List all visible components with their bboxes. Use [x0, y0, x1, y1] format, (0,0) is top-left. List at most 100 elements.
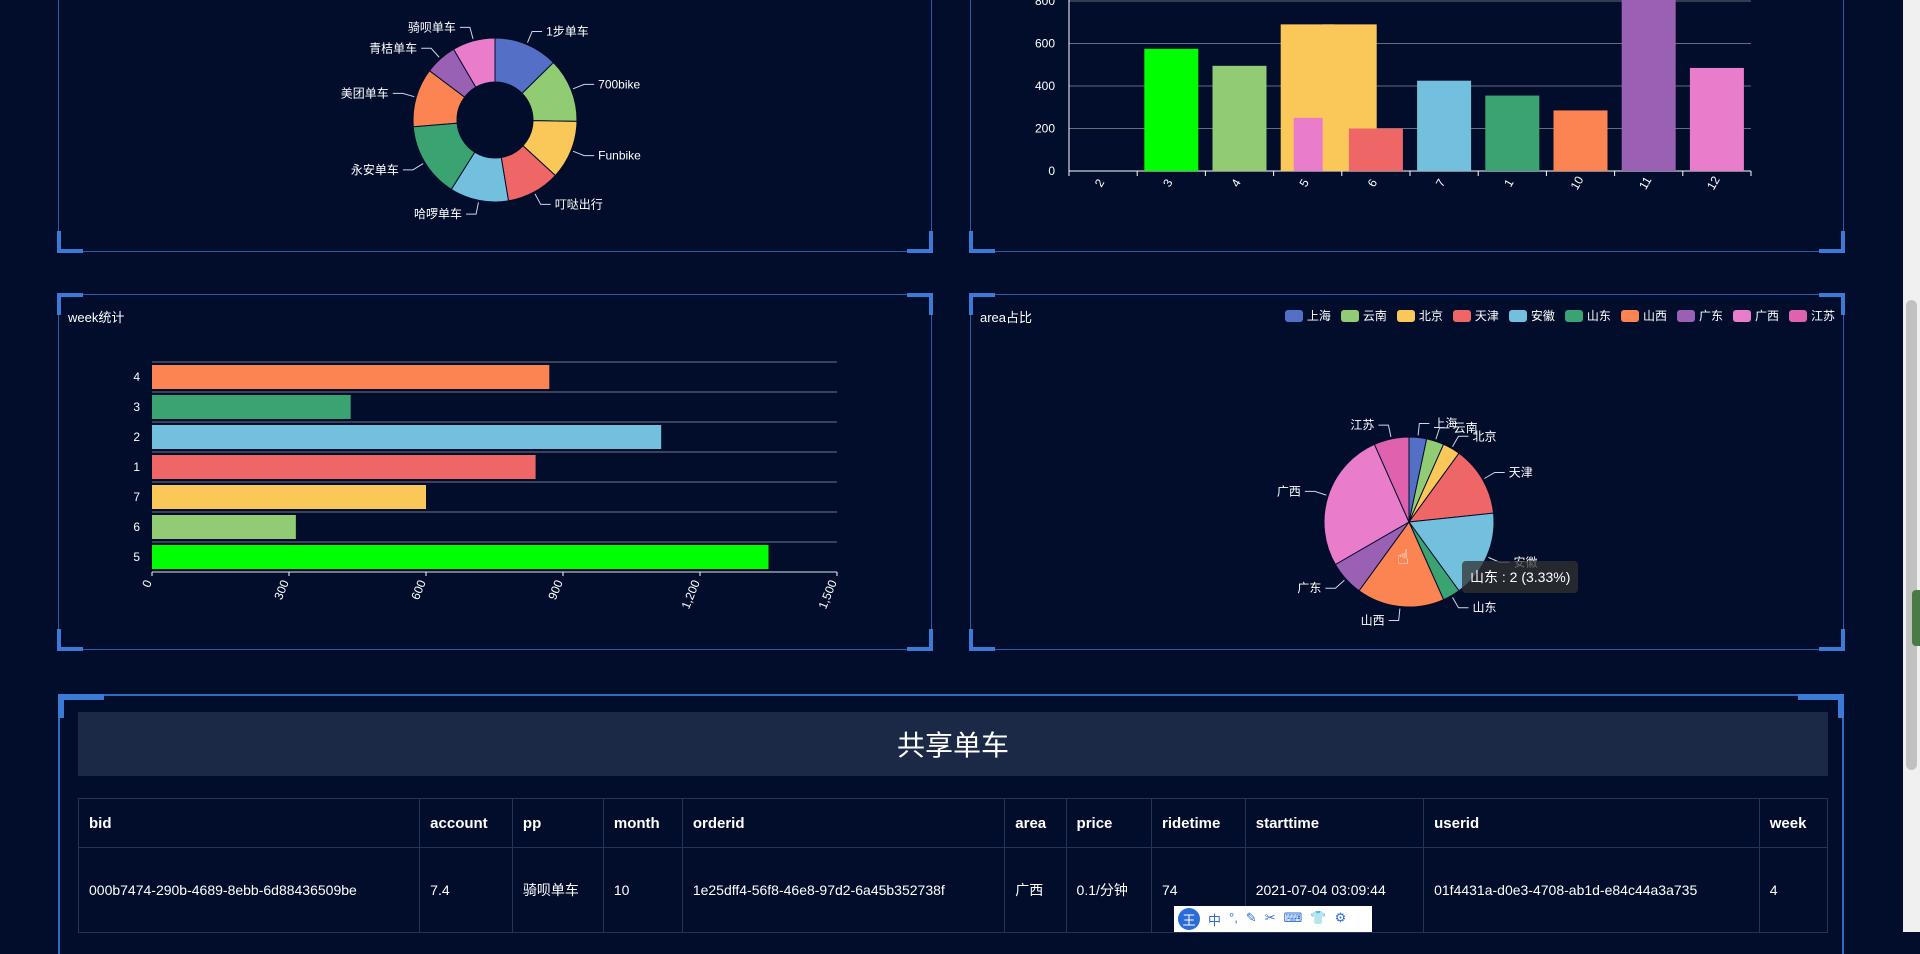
week-bar: [152, 365, 550, 389]
area-label: 山东: [1473, 601, 1497, 615]
bike-table: bid account pp month orderid area price ridetim…: [77, 798, 1829, 933]
area-panel-title: area占比: [980, 310, 1033, 325]
bike-table-panel: 共享单车 bid account pp month orderid area price ri…: [58, 694, 1844, 954]
column-header[interactable]: price: [1065, 798, 1153, 848]
ime-tool-icon[interactable]: ⚙: [1334, 909, 1347, 925]
legend-swatch: [1564, 309, 1583, 322]
month-ytick-label: 800: [1035, 0, 1055, 8]
column-header[interactable]: account: [419, 798, 513, 848]
month-bar: [1485, 95, 1540, 171]
brand-slice: [452, 37, 496, 88]
scrollbar-thumb[interactable]: [1906, 300, 1917, 770]
chart-tooltip: 山东 : 2 (3.33%): [1462, 561, 1579, 593]
week-ytick-label: 3: [133, 400, 140, 414]
legend-item[interactable]: 山西: [1620, 307, 1667, 324]
legend-label: 山西: [1642, 309, 1667, 323]
week-bar: [152, 455, 536, 479]
month-xtick-label: 10: [1568, 173, 1587, 192]
ime-tool-icon[interactable]: 👕: [1310, 909, 1327, 925]
legend-item[interactable]: 安徽: [1508, 307, 1555, 324]
column-header[interactable]: bid: [77, 798, 421, 848]
brand-pie-panel: 1步单车 700bike Funbike 叮哒出行 哈啰单车 永安单车 美团单车 青桔单车 骑呗…: [57, 0, 933, 253]
brand-label-line: [402, 163, 424, 171]
area-label: 广西: [1277, 484, 1301, 498]
legend-item[interactable]: 广西: [1732, 307, 1779, 324]
column-header[interactable]: orderid: [681, 798, 1006, 848]
column-header[interactable]: userid: [1423, 798, 1760, 848]
week-panel: week统计 4 3 2 1 7 6 5 0 300 600 900 1,200 1,500: [57, 293, 933, 651]
month-xtick-label: 12: [1704, 173, 1723, 192]
month-xtick-label: 7: [1433, 176, 1449, 189]
week-bar: [152, 485, 426, 509]
month-xtick-label: 3: [1160, 176, 1176, 189]
ime-logo-icon[interactable]: 王: [1178, 908, 1200, 930]
brand-label: 美团单车: [341, 85, 389, 100]
month-bar: [1348, 128, 1403, 171]
table-header-row: bid account pp month orderid area price ridetim…: [77, 798, 1829, 848]
legend-swatch: [1284, 309, 1303, 322]
legend-item[interactable]: 北京: [1396, 307, 1443, 324]
column-header[interactable]: starttime: [1244, 798, 1425, 848]
area-label-line: [1304, 490, 1327, 496]
column-header[interactable]: pp: [511, 798, 604, 848]
brand-label: 1步单车: [546, 23, 589, 38]
area-legend[interactable]: 上海 云南 北京 天津 安徽 山东 山西 广东 广西 江苏: [1284, 307, 1835, 324]
week-ytick-label: 7: [133, 490, 140, 504]
legend-swatch: [1788, 309, 1807, 322]
ime-tool-icon[interactable]: ⌨: [1283, 909, 1303, 925]
week-ytick-label: 1: [133, 460, 140, 474]
ime-toolbar[interactable]: 王 中 °, ✎ ✂ ⌨ 👕 ⚙: [1174, 906, 1372, 932]
area-label-line: [1435, 427, 1450, 440]
week-bar: [152, 395, 351, 419]
ime-tool-icon[interactable]: ✎: [1245, 909, 1257, 925]
week-bar: [152, 515, 296, 539]
ime-items[interactable]: 中 °, ✎ ✂ ⌨ 👕 ⚙: [1208, 910, 1346, 929]
legend-item[interactable]: 天津: [1452, 307, 1499, 324]
legend-label: 江苏: [1810, 309, 1835, 323]
legend-item[interactable]: 山东: [1564, 307, 1611, 324]
table-title: 共享单车: [78, 712, 1828, 776]
legend-item[interactable]: 云南: [1340, 307, 1387, 324]
table-cell: 广西: [1004, 847, 1067, 933]
area-slice: [1407, 452, 1495, 523]
legend-swatch: [1396, 309, 1415, 322]
month-ytick-label: 0: [1048, 164, 1055, 178]
month-bar: [1621, 0, 1676, 171]
brand-label: 青桔单车: [369, 40, 417, 55]
brand-label: 哈啰单车: [414, 206, 462, 221]
table-cell: 0.1/分钟: [1065, 847, 1153, 933]
table-row[interactable]: 000b7474-290b-4689-8ebb-6d88436509be 7.4 骑…: [77, 847, 1829, 933]
legend-label: 云南: [1362, 309, 1387, 323]
legend-swatch: [1676, 309, 1695, 322]
area-label-line: [1378, 424, 1392, 438]
side-tab[interactable]: [1912, 590, 1920, 646]
ime-tool-icon[interactable]: ✂: [1264, 909, 1276, 925]
area-label-line: [1484, 472, 1505, 479]
legend-swatch: [1340, 309, 1359, 322]
column-header[interactable]: ridetime: [1151, 798, 1246, 848]
ime-tool-icon[interactable]: 中: [1208, 912, 1222, 928]
column-header[interactable]: area: [1004, 798, 1067, 848]
area-label: 上海: [1433, 416, 1457, 431]
table-cell: 10: [602, 847, 683, 933]
column-header[interactable]: month: [602, 798, 683, 848]
brand-label-line: [572, 150, 595, 157]
area-label-line: [1388, 608, 1401, 621]
column-header[interactable]: week: [1758, 798, 1829, 848]
legend-swatch: [1732, 309, 1751, 322]
week-xtick-label: 300: [271, 578, 292, 602]
area-label-line: [1452, 597, 1469, 609]
week-ytick-label: 4: [133, 370, 140, 384]
area-label-line: [1417, 423, 1430, 436]
table-cell: 1e25dff4-56f8-46e8-97d2-6a45b352738f: [681, 847, 1006, 933]
month-xtick-label: 5: [1297, 176, 1313, 189]
legend-item[interactable]: 广东: [1676, 307, 1723, 324]
page-scrollbar[interactable]: [1903, 0, 1920, 932]
legend-item[interactable]: 上海: [1284, 307, 1331, 324]
table-cell: 000b7474-290b-4689-8ebb-6d88436509be: [77, 847, 421, 933]
legend-item[interactable]: 江苏: [1788, 307, 1835, 324]
table-body: 000b7474-290b-4689-8ebb-6d88436509be 7.4 骑…: [77, 847, 1829, 933]
ime-tool-icon[interactable]: °,: [1229, 909, 1238, 925]
week-ytick-label: 5: [133, 550, 140, 564]
